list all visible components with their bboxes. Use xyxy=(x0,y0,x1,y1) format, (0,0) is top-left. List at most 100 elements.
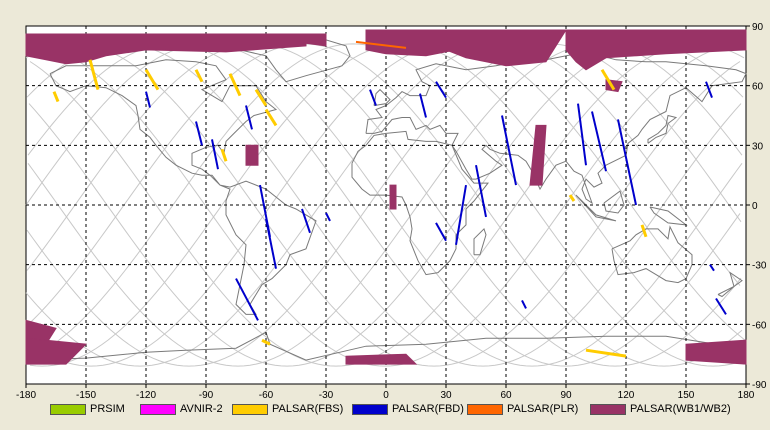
palsar-fbs-coverage xyxy=(52,59,648,358)
palsar-fbd-coverage xyxy=(145,81,727,321)
fbd-swath xyxy=(501,115,517,186)
legend-item: PALSAR(FBD) xyxy=(352,402,464,416)
x-tick-label: -90 xyxy=(199,390,214,401)
fbd-swath xyxy=(369,89,377,106)
fbd-swath xyxy=(265,218,277,269)
fbs-swath xyxy=(585,348,627,358)
coastline xyxy=(351,130,490,276)
x-tick-label: -60 xyxy=(259,390,274,401)
fbd-swath xyxy=(709,264,715,272)
fbd-swath xyxy=(211,139,219,170)
fbd-swath xyxy=(325,212,331,222)
y-tick-label: -60 xyxy=(752,320,767,331)
y-tick-label: -30 xyxy=(752,261,767,272)
coastlines xyxy=(25,39,747,361)
fbd-swath xyxy=(715,297,727,315)
legend-label: PALSAR(WB1/WB2) xyxy=(630,403,731,415)
fbd-swath xyxy=(145,91,151,108)
orbit-track xyxy=(25,43,741,367)
legend-item: PALSAR(FBS) xyxy=(232,402,343,416)
fbs-swath xyxy=(254,88,268,107)
fbs-swath xyxy=(568,194,576,202)
legend-label: PALSAR(FBS) xyxy=(272,403,344,415)
x-tick-label: 90 xyxy=(560,390,572,401)
fbs-swath xyxy=(220,148,228,162)
y-tick-label: 30 xyxy=(752,141,764,152)
orbit-track xyxy=(26,43,742,367)
wb-swath xyxy=(685,339,747,365)
legend-label: PALSAR(PLR) xyxy=(507,403,579,415)
axis-ticks: -180 -150 -120 -90 -60 -30 0 30 60 90 120 150 180 90 6… xyxy=(16,22,767,401)
legend-swatch xyxy=(467,403,503,415)
wb-swath xyxy=(25,337,88,365)
legend-swatch xyxy=(50,403,86,415)
legend-item: AVNIR-2 xyxy=(140,402,223,416)
fbd-swath xyxy=(591,111,607,172)
wb-swath xyxy=(389,184,397,210)
fbd-swath xyxy=(435,222,447,242)
coastline xyxy=(649,206,688,226)
fbd-swath xyxy=(521,300,527,309)
fbs-swath xyxy=(600,68,616,91)
x-tick-label: -150 xyxy=(76,390,96,401)
y-tick-label: 0 xyxy=(752,201,758,212)
legend-swatch xyxy=(590,403,626,415)
fbd-swath xyxy=(455,184,467,245)
wb-swath xyxy=(245,144,259,166)
wb-swath xyxy=(365,29,457,57)
fbd-swath xyxy=(577,103,587,166)
fbd-swath xyxy=(195,121,203,146)
legend-label: PRSIM xyxy=(90,403,125,415)
fbd-swath xyxy=(245,105,253,130)
fbd-swath xyxy=(705,81,713,98)
x-tick-label: 120 xyxy=(618,390,635,401)
coastline xyxy=(473,227,487,256)
x-tick-label: 180 xyxy=(738,390,755,401)
x-tick-label: 150 xyxy=(678,390,695,401)
legend-item: PALSAR(PLR) xyxy=(467,402,578,416)
legend-swatch xyxy=(232,403,268,415)
fbs-swath xyxy=(88,59,100,91)
x-tick-label: -30 xyxy=(319,390,334,401)
fbs-swath xyxy=(261,338,271,346)
fbs-swath xyxy=(194,69,204,83)
x-tick-label: -120 xyxy=(136,390,156,401)
coastline xyxy=(575,194,617,222)
legend-swatch xyxy=(352,403,388,415)
legend-swatch xyxy=(140,403,176,415)
legend-label: AVNIR-2 xyxy=(180,403,223,415)
plr-swath xyxy=(355,40,407,49)
y-tick-label: -90 xyxy=(752,380,767,391)
wb-swath xyxy=(529,124,547,186)
x-tick-label: 0 xyxy=(383,390,389,401)
orbit-track xyxy=(25,43,741,367)
fbd-swath xyxy=(435,81,447,99)
legend-label: PALSAR(FBD) xyxy=(392,403,464,415)
palsar-wb-coverage xyxy=(25,29,747,365)
fbd-swath xyxy=(475,165,487,218)
legend-item: PRSIM xyxy=(50,402,125,416)
coastline xyxy=(717,271,743,298)
legend-item: PALSAR(WB1/WB2) xyxy=(590,402,731,416)
fbs-swath xyxy=(52,91,60,103)
y-tick-label: 60 xyxy=(752,82,764,93)
palsar-plr-coverage xyxy=(355,40,407,49)
x-tick-label: 60 xyxy=(500,390,512,401)
coastline xyxy=(373,88,391,107)
x-tick-label: 30 xyxy=(440,390,452,401)
y-tick-label: 90 xyxy=(752,22,764,33)
coastline xyxy=(647,114,678,144)
fbd-swath xyxy=(617,119,637,206)
fbs-swath xyxy=(264,108,278,127)
coastline xyxy=(603,190,625,214)
fbd-swath xyxy=(419,93,427,118)
coastline xyxy=(25,331,747,361)
fbs-swath xyxy=(144,68,160,91)
fbd-swath xyxy=(235,278,259,321)
fbs-swath xyxy=(228,73,242,97)
fbd-swath xyxy=(301,208,311,234)
coastline xyxy=(365,51,747,205)
wb-swath xyxy=(295,33,327,47)
graticule xyxy=(26,26,746,384)
